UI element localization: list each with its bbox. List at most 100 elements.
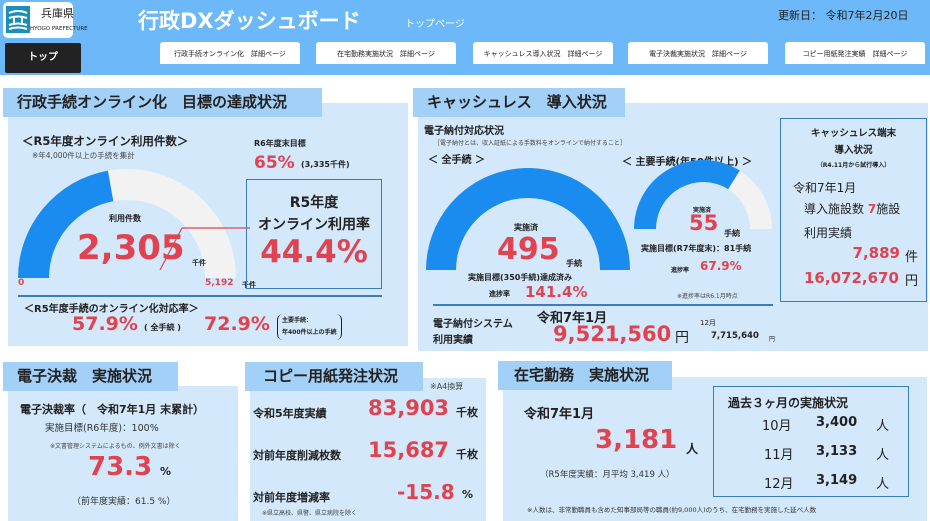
tab-top[interactable]: トップ bbox=[5, 43, 81, 73]
telework-month: 令和7年1月 bbox=[524, 407, 595, 422]
tab-online-detail[interactable]: 行政手続オンライン化 詳細ページ bbox=[160, 42, 300, 64]
rate-title2: オンライン利用率 bbox=[258, 217, 370, 233]
major-gauge-fill bbox=[634, 160, 740, 229]
online-gauge-fill bbox=[18, 170, 114, 278]
esign-unit: % bbox=[160, 465, 172, 478]
prev-value: 7,715,640 bbox=[711, 331, 759, 341]
hyogo-emblem-icon bbox=[6, 6, 30, 33]
tab-esign-detail[interactable]: 電子決裁実施状況 詳細ページ bbox=[628, 42, 768, 64]
copy-row-label: 対前年度増減率 bbox=[253, 491, 330, 504]
tab-cashless-detail[interactable]: キャッシュレス導入状況 詳細ページ bbox=[473, 42, 613, 64]
divider bbox=[433, 304, 773, 306]
copy-row-label: 令和5年度実績 bbox=[253, 407, 327, 420]
all-target: 実施目標(350手続)達成済み bbox=[468, 273, 573, 282]
online-value: 2,305 bbox=[77, 228, 185, 268]
all-progress-label: 進捗率 bbox=[489, 290, 510, 298]
online-usage-heading: ＜R5年度オンライン利用件数＞ bbox=[22, 134, 189, 148]
history-month: 12月 bbox=[764, 477, 794, 492]
coverage-all-label: ( 全手続 ) bbox=[144, 323, 181, 332]
tab-copy-detail[interactable]: コピー用紙発注実績 詳細ページ bbox=[785, 42, 925, 64]
online-usage-note: ※年4,000件以上の手続を集計 bbox=[32, 151, 135, 160]
history-value: 3,133 bbox=[816, 444, 858, 459]
copy-row-value: -15.8 bbox=[397, 480, 455, 504]
facilities-unit: 施設 bbox=[876, 202, 901, 216]
all-unit: 手続 bbox=[566, 259, 582, 268]
history-month: 11月 bbox=[764, 448, 794, 463]
telework-avg: （R5年度実績：月平均 3,419 人） bbox=[540, 470, 675, 480]
history-value: 3,149 bbox=[816, 473, 858, 488]
copy-row-value: 83,903 bbox=[368, 396, 450, 420]
online-gauge bbox=[18, 169, 250, 278]
online-rate-box: R5年度 オンライン利用率 44.4% bbox=[246, 179, 382, 289]
esign-target: 実施目標(R6年度)：100% bbox=[45, 423, 159, 434]
cashless-panel bbox=[418, 103, 928, 351]
pref-name: 兵庫県 bbox=[41, 7, 74, 20]
history-box: 過去３ヶ月の実施状況 10月 3,400 人 11月 3,133 人 12月 3,1… bbox=[713, 386, 909, 497]
major-unit: 手続 bbox=[724, 229, 740, 238]
all-gauge-fill bbox=[426, 168, 630, 270]
tab-telework-detail[interactable]: 在宅勤務実施状況 詳細ページ bbox=[316, 42, 456, 64]
major-progress-label: 進捗率 bbox=[671, 267, 690, 274]
system-unit: 円 bbox=[675, 330, 689, 346]
copy-row-unit: 千枚 bbox=[456, 406, 478, 419]
history-value: 3,400 bbox=[816, 415, 858, 430]
prev-unit: 円 bbox=[769, 336, 776, 343]
online-rate-value: 44.4% bbox=[260, 234, 368, 270]
esign-rate-label: 電子決裁率（ 令和7年1月 末累計） bbox=[20, 403, 205, 416]
coverage-major-note: 主要手続： 年400件以上の手続 bbox=[277, 314, 342, 340]
online-target-label: R6年度末目標 bbox=[254, 139, 306, 148]
system-month: 令和7年1月 bbox=[537, 311, 608, 326]
system-label2: 利用実績 bbox=[433, 335, 473, 346]
system-value: 9,521,560 bbox=[553, 322, 672, 346]
prev-month: 12月 bbox=[700, 319, 716, 327]
epay-heading: 電子納付対応状況 bbox=[424, 126, 504, 137]
online-center-label: 利用件数 bbox=[109, 214, 141, 223]
terminal-amount-unit: 円 bbox=[905, 274, 919, 289]
system-label1: 電子納付システム bbox=[433, 319, 513, 330]
coverage-heading: ＜R5年度手続のオンライン化対応率＞ bbox=[24, 304, 199, 315]
major-progress: 67.9% bbox=[700, 259, 742, 273]
terminal-amount: 16,072,670 bbox=[804, 269, 899, 287]
esign-title: 電子決裁 実施状況 bbox=[3, 362, 178, 391]
prefecture-logo[interactable]: 兵庫県 HYOGO PREFECTURE bbox=[3, 2, 88, 38]
rate-title1: R5年度 bbox=[289, 195, 339, 211]
terminal-title2: 導入状況 bbox=[834, 145, 873, 156]
page-title: 行政DXダッシュボード bbox=[138, 9, 361, 33]
esign-value: 73.3 bbox=[88, 452, 153, 482]
cashless-gauges bbox=[426, 160, 772, 270]
online-value-unit: 千件 bbox=[192, 259, 206, 267]
copy-row-label: 対前年度削減枚数 bbox=[253, 449, 341, 462]
telework-value: 3,181 bbox=[595, 425, 678, 455]
terminal-box: キャッシュレス端末 導入状況 （R4.11月から試行導入） 令和7年1月 導入施… bbox=[780, 118, 927, 302]
major-done-label: 実施済 bbox=[693, 207, 712, 214]
esign-prev: （前年度実績：61.5 %） bbox=[72, 497, 176, 507]
history-title: 過去３ヶ月の実施状況 bbox=[728, 396, 849, 410]
coverage-all: 57.9% bbox=[72, 313, 138, 335]
esign-note: ※文書管理システムによるもの、例外文書は除く bbox=[50, 443, 181, 450]
online-target-pct: 65% bbox=[254, 153, 295, 173]
pref-en: HYOGO PREFECTURE bbox=[30, 26, 88, 32]
gauge-max: 5,192 bbox=[205, 278, 234, 288]
copy-footnote: ※県立高校、県警、県立病院を除く bbox=[262, 510, 358, 517]
telework-footnote: ※人数は、非常勤職員も含めた知事部局等の職員(約9,000人)のうち、在宅勤務を… bbox=[527, 506, 817, 514]
usage-label: 利用実績 bbox=[804, 226, 853, 240]
major-value: 55 bbox=[689, 211, 719, 235]
all-done-label: 実施済 bbox=[514, 223, 538, 232]
epay-note: ［電子納付とは、収入証紙による手数料をオンラインで納付すること］ bbox=[434, 140, 626, 147]
updated-date: 更新日： 令和7年2月20日 bbox=[778, 9, 909, 22]
facilities-count: 7 bbox=[867, 202, 877, 216]
terminal-note: （R4.11月から試行導入） bbox=[816, 162, 891, 169]
coverage-major: 72.9% bbox=[204, 313, 270, 335]
telework-unit: 人 bbox=[686, 442, 699, 456]
history-unit: 人 bbox=[876, 419, 890, 434]
all-heading: ＜ 全手続 ＞ bbox=[428, 155, 485, 166]
gauge-max-unit: 千件 bbox=[242, 281, 256, 289]
all-progress: 141.4% bbox=[525, 283, 588, 301]
copy-title: コピー用紙発注状況 bbox=[245, 362, 423, 391]
copy-panel bbox=[250, 378, 486, 521]
copy-row-value: 15,687 bbox=[368, 438, 450, 462]
copy-row-unit: % bbox=[462, 488, 474, 501]
online-target-count: (3,335千件) bbox=[301, 160, 350, 169]
copy-note: ※A4換算 bbox=[430, 382, 464, 391]
history-unit: 人 bbox=[876, 477, 890, 492]
